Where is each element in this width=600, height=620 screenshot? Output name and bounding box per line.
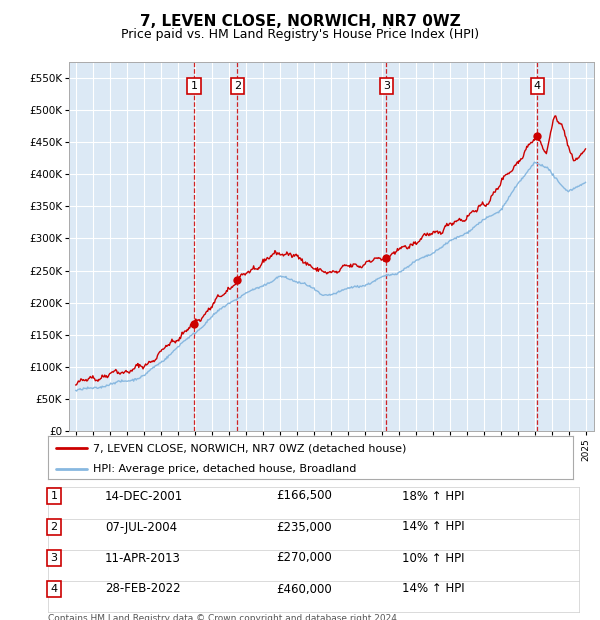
Text: 10% ↑ HPI: 10% ↑ HPI <box>402 552 464 564</box>
Text: 11-APR-2013: 11-APR-2013 <box>105 552 181 564</box>
Text: 7, LEVEN CLOSE, NORWICH, NR7 0WZ (detached house): 7, LEVEN CLOSE, NORWICH, NR7 0WZ (detach… <box>92 443 406 453</box>
Text: 4: 4 <box>50 584 58 594</box>
Text: 3: 3 <box>50 553 58 563</box>
Text: £235,000: £235,000 <box>276 521 332 533</box>
Text: 2: 2 <box>234 81 241 91</box>
Text: 18% ↑ HPI: 18% ↑ HPI <box>402 490 464 502</box>
Text: 2: 2 <box>50 522 58 532</box>
Text: 7, LEVEN CLOSE, NORWICH, NR7 0WZ: 7, LEVEN CLOSE, NORWICH, NR7 0WZ <box>140 14 460 29</box>
Text: £166,500: £166,500 <box>276 490 332 502</box>
Text: 28-FEB-2022: 28-FEB-2022 <box>105 583 181 595</box>
Text: 3: 3 <box>383 81 390 91</box>
Text: 14% ↑ HPI: 14% ↑ HPI <box>402 583 464 595</box>
Text: £270,000: £270,000 <box>276 552 332 564</box>
Text: Contains HM Land Registry data © Crown copyright and database right 2024.
This d: Contains HM Land Registry data © Crown c… <box>48 614 400 620</box>
Text: 1: 1 <box>50 491 58 501</box>
Text: 1: 1 <box>191 81 197 91</box>
Text: 4: 4 <box>534 81 541 91</box>
Text: 14-DEC-2001: 14-DEC-2001 <box>105 490 183 502</box>
Text: 07-JUL-2004: 07-JUL-2004 <box>105 521 177 533</box>
Text: Price paid vs. HM Land Registry's House Price Index (HPI): Price paid vs. HM Land Registry's House … <box>121 28 479 41</box>
Text: £460,000: £460,000 <box>276 583 332 595</box>
Text: 14% ↑ HPI: 14% ↑ HPI <box>402 521 464 533</box>
Text: HPI: Average price, detached house, Broadland: HPI: Average price, detached house, Broa… <box>92 464 356 474</box>
